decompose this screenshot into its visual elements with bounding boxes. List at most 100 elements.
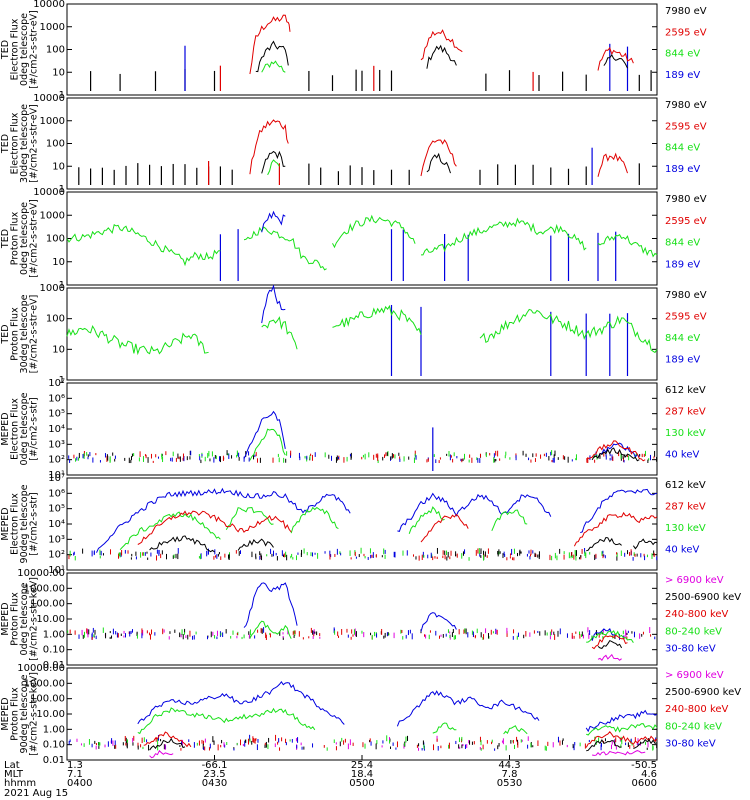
series-line-2595-ev <box>597 46 634 71</box>
y-axis-label-line: 0deg telescope <box>19 13 30 86</box>
series-line--6900-kev <box>592 750 646 756</box>
series-line-80-240-kev <box>432 722 457 734</box>
x-tick-hhmm: 0430 <box>202 778 227 789</box>
y-axis-label-line: Electron Flux <box>10 18 21 80</box>
y-tick-label: 10⁵ <box>48 504 65 515</box>
series-line-844-ev <box>479 308 658 354</box>
y-axis-label-line: 30deg telescope <box>19 104 30 183</box>
x-tick-hhmm: 0500 <box>349 778 374 789</box>
series-line-844-ev <box>597 234 658 258</box>
y-tick-label: 10² <box>48 550 65 561</box>
series-line-80-240-kev <box>586 630 634 643</box>
y-axis-label-line: MEPED <box>0 697 11 730</box>
y-tick-label: 10000 <box>33 187 65 198</box>
y-tick-label: 10⁵ <box>48 409 65 420</box>
y-tick-label: 100 <box>46 314 65 325</box>
y-axis-label-line: 90deg telescope <box>19 484 30 563</box>
series-line-612-kev <box>591 447 640 462</box>
y-axis-label-line: [#/cm2-s-str-keV] <box>29 577 40 661</box>
y-tick-label: 10.00 <box>36 614 65 625</box>
y-tick-label: 100.00 <box>30 694 65 705</box>
series-line-30-80-kev <box>396 690 540 727</box>
legend-entry: > 6900 keV <box>665 575 724 586</box>
x-row-label-lat: Lat <box>4 760 20 771</box>
plot-frame <box>66 572 658 666</box>
legend-entry: 189 eV <box>665 355 700 366</box>
x-tick-mlt: 4.6 <box>641 769 657 780</box>
y-axis-label-line: Electron Flux <box>10 112 21 174</box>
legend-entry: 7980 eV <box>665 100 707 111</box>
legend-entry: 189 eV <box>665 260 700 271</box>
y-axis-label-line: Proton Flux <box>10 307 21 361</box>
y-axis-label-line: Electron Flux <box>10 493 21 555</box>
legend-entry: 80-240 keV <box>665 626 722 637</box>
y-axis-label-line: TED <box>0 324 11 344</box>
series-line-7980-ev <box>261 150 286 174</box>
series-line-2595-ev <box>249 119 289 175</box>
y-tick-label: 10 <box>52 344 65 355</box>
y-axis-label-line: [#/cm2-s-str-eV] <box>29 10 40 89</box>
x-tick-hhmm: 0530 <box>497 778 522 789</box>
y-tick-label: 1000.00 <box>24 583 65 594</box>
legend-entry: 189 eV <box>665 164 700 175</box>
series-line-80-240-kev <box>137 707 316 735</box>
series-line-844-ev <box>267 159 280 176</box>
series-line--6900-kev <box>149 749 174 759</box>
panel-8: 0.01 0.10 1.00 10.00 100.00 1000.00 10000.00 ME… <box>0 663 741 766</box>
series-line-844-ev <box>332 214 416 249</box>
y-tick-label: 10000 <box>33 93 65 104</box>
date-label: 2021 Aug 15 <box>4 788 68 799</box>
y-tick-label: 10³ <box>48 439 65 450</box>
y-tick-label: 100 <box>46 139 65 150</box>
series-line-40-kev <box>580 488 658 534</box>
series-line-189-ev <box>261 210 286 233</box>
series-line--6900-kev <box>597 653 622 661</box>
legend-entry: 7980 eV <box>665 194 707 205</box>
legend-entry: 130 keV <box>665 428 706 439</box>
y-axis-label-line: [#/cm2-s-str-eV] <box>29 104 40 183</box>
y-tick-label: 10 <box>52 257 65 268</box>
series-line-2595-ev <box>249 14 291 75</box>
series-line-287-kev <box>573 511 658 547</box>
series-line-240-800-kev <box>585 731 658 748</box>
series-line-844-ev <box>66 224 221 267</box>
legend-entry: 80-240 keV <box>665 721 722 732</box>
series-line-7980-ev <box>603 54 628 69</box>
y-tick-label: 10.00 <box>36 709 65 720</box>
legend-entry: 2595 eV <box>665 216 707 227</box>
y-axis-label-line: MEPED <box>0 507 11 540</box>
series-line-844-ev <box>332 304 422 335</box>
y-tick-label: 1 <box>59 184 65 195</box>
series-line-30-80-kev <box>137 681 345 725</box>
y-tick-label: 1000 <box>40 116 65 127</box>
legend-entry: 130 keV <box>665 523 706 534</box>
y-axis-label-line: TED <box>0 134 11 154</box>
legend-entry: 612 keV <box>665 385 706 396</box>
series-line-130-kev <box>290 506 339 534</box>
y-axis-label-line: TED <box>0 40 11 60</box>
y-tick-label: 10⁷ <box>48 378 65 389</box>
series-line-844-ev <box>261 60 286 73</box>
legend-entry: > 6900 keV <box>665 670 724 681</box>
series-line-612-kev <box>586 536 622 552</box>
y-tick-label: 1 <box>59 375 65 386</box>
x-tick-hhmm: 0400 <box>67 778 92 789</box>
legend-entry: 240-800 keV <box>665 704 729 715</box>
series-line-130-kev <box>491 509 528 531</box>
y-tick-label: 10000.00 <box>17 663 65 674</box>
y-tick-label: 10⁷ <box>48 473 65 484</box>
series-line-2500-6900-kev <box>633 738 658 749</box>
x-row-label-mlt: MLT <box>4 769 24 780</box>
series-line-2595-ev <box>597 152 628 177</box>
x-tick-lat: 25.4 <box>351 760 373 771</box>
y-tick-label: 10¹ <box>48 565 65 576</box>
y-tick-label: 1000 <box>40 210 65 221</box>
legend-entry: 240-800 keV <box>665 609 729 620</box>
plot-frame <box>66 287 658 381</box>
series-line-189-ev <box>261 284 286 324</box>
